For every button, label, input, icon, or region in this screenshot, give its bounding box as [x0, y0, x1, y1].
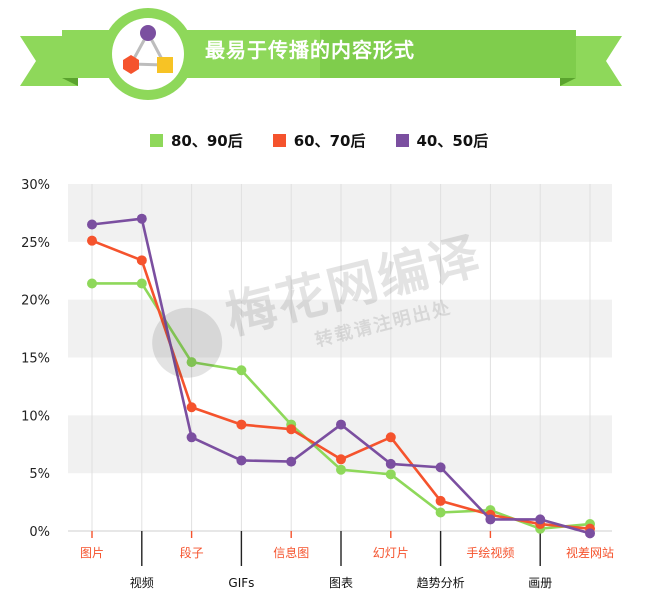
grid-bands — [68, 184, 612, 474]
y-axis-ticks: 0% 5% 10% 15% 20% 25% 30% — [21, 178, 50, 540]
ribbon-body-shade — [320, 30, 576, 78]
x-tick-label: GIFs — [228, 576, 254, 590]
x-tick-label: 画册 — [528, 576, 552, 590]
y-tick-label: 20% — [21, 294, 50, 309]
x-tick-label: 图片 — [80, 546, 104, 560]
y-tick-label: 30% — [21, 178, 50, 193]
x-tick-label: 视差网站 — [566, 545, 614, 560]
ribbon-left-fold — [62, 78, 78, 86]
chart-title: 最易于传播的内容形式 — [205, 38, 415, 62]
data-point-series-1 — [136, 255, 147, 266]
grid-band — [68, 299, 612, 358]
data-point-series-2 — [87, 219, 97, 230]
data-point-series-1 — [236, 419, 247, 430]
data-point-series-1 — [336, 454, 346, 465]
legend-item-series-2: 40、50后 — [395, 130, 489, 151]
legend-item-series-1: 60、70后 — [272, 130, 366, 151]
data-point-series-2 — [585, 528, 595, 539]
legend-label-series-1: 60、70后 — [293, 131, 366, 150]
y-tick-label: 10% — [21, 409, 50, 424]
x-tick-label: 手绘视频 — [466, 545, 514, 560]
y-tick-label: 0% — [29, 525, 50, 540]
legend-swatch-series-0 — [150, 133, 163, 147]
data-point-series-2 — [485, 514, 496, 525]
x-tick-label: 信息图 — [273, 545, 309, 560]
data-point-series-2 — [286, 456, 297, 467]
data-point-series-0 — [186, 357, 197, 368]
data-point-series-1 — [186, 402, 197, 413]
x-tick-label: 视频 — [130, 575, 154, 590]
legend-label-series-2: 40、50后 — [416, 131, 489, 150]
x-tick-label: 段子 — [180, 545, 204, 560]
x-tick-label: 幻灯片 — [373, 546, 409, 560]
data-point-series-2 — [535, 514, 546, 525]
data-point-series-0 — [385, 469, 396, 480]
data-point-series-2 — [186, 432, 197, 443]
legend-label-series-0: 80、90后 — [171, 131, 243, 150]
data-point-series-0 — [136, 278, 147, 289]
x-tick-label: 趋势分析 — [417, 576, 465, 590]
legend-swatch-series-1 — [272, 133, 286, 147]
title-banner — [20, 8, 622, 100]
data-point-series-2 — [336, 419, 346, 430]
legend-swatch-series-2 — [395, 133, 409, 147]
data-point-series-1 — [87, 235, 97, 246]
data-point-series-2 — [136, 213, 147, 224]
data-point-series-2 — [385, 458, 396, 469]
legend-item-series-0: 80、90后 — [150, 130, 243, 151]
y-tick-label: 5% — [29, 467, 50, 482]
triangle-network-icon — [123, 25, 173, 74]
legend: 80、90后 60、70后 40、50后 — [150, 128, 488, 152]
data-point-series-0 — [435, 507, 446, 518]
data-point-series-2 — [236, 455, 247, 466]
ribbon-right-fold — [560, 78, 576, 86]
data-point-series-0 — [236, 365, 247, 376]
data-point-series-0 — [87, 278, 97, 289]
y-tick-label: 15% — [21, 352, 50, 367]
data-point-series-0 — [336, 464, 346, 475]
x-tick-label: 图表 — [329, 576, 353, 590]
data-point-series-1 — [435, 495, 446, 506]
series-layer — [87, 213, 595, 539]
data-point-series-1 — [286, 424, 297, 435]
y-tick-label: 25% — [21, 236, 50, 251]
grid-band — [68, 184, 612, 242]
data-point-series-1 — [385, 432, 396, 443]
data-point-series-2 — [435, 462, 446, 473]
